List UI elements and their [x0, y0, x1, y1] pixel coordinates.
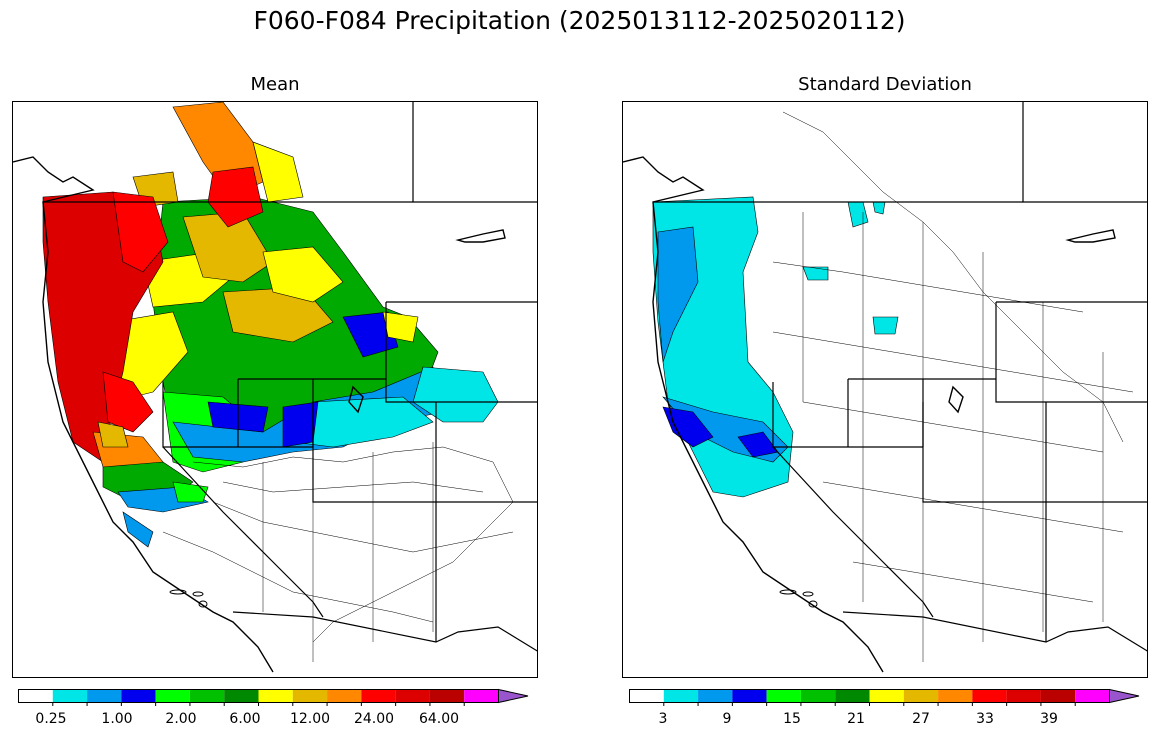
mean-colorbar-cell: [429, 689, 465, 703]
stddev-tick-label: 39: [1040, 711, 1058, 727]
stddev-borders: [653, 102, 1147, 652]
mean-colorbar-cell: [464, 689, 499, 703]
stddev-panel-title: Standard Deviation: [798, 74, 972, 95]
mean-colorbar-cell: [18, 689, 53, 703]
stddev-shading: [652, 196, 899, 498]
mean-tick-label: 2.00: [165, 711, 197, 727]
stddev-colorbar-cell: [732, 689, 767, 703]
mean-lake: [455, 229, 506, 243]
mean-colorbar: [18, 688, 529, 706]
mean-map: [12, 101, 538, 678]
mean-tick-label: 1.00: [101, 711, 133, 727]
stddev-tick-label: 9: [722, 711, 732, 727]
stddev-colorbar-cell: [1006, 689, 1041, 703]
mean-tick-label: 64.00: [418, 711, 460, 727]
stddev-map: [622, 101, 1148, 678]
stddev-colorbar: [629, 688, 1140, 706]
stddev-tick-label: 33: [976, 711, 994, 727]
stddev-tick-label: 21: [847, 711, 865, 727]
stddev-colorbar-cell: [869, 689, 904, 703]
mean-tick-label: 24.00: [353, 711, 395, 727]
stddev-colorbar-cell: [938, 689, 973, 703]
figure-title: F060-F084 Precipitation (2025013112-2025…: [253, 6, 906, 35]
mean-colorbar-cell: [292, 689, 328, 703]
stddev-basin-lines: [772, 111, 1134, 662]
stddev-colorbar-cell: [698, 689, 733, 703]
mean-panel-title: Mean: [250, 74, 300, 95]
mean-colorbar-extend-arrow: [498, 688, 529, 704]
stddev-colorbar-cell: [1075, 689, 1110, 703]
mean-colorbar-cell: [121, 689, 156, 703]
mean-basin-lines: [162, 442, 514, 662]
mean-precip-shading: [42, 102, 499, 548]
stddev-colorbar-cell: [972, 689, 1007, 703]
stddev-lake: [1065, 229, 1116, 243]
stddev-coastline: [623, 156, 884, 673]
mean-tick-label: 0.25: [35, 711, 67, 727]
mean-colorbar-cell: [361, 689, 396, 703]
stddev-colorbar-cell: [903, 689, 939, 703]
stddev-tick-label: 15: [783, 711, 801, 727]
mean-tick-label: 6.00: [229, 711, 261, 727]
mean-colorbar-cell: [395, 689, 430, 703]
stddev-tick-label: 27: [912, 711, 930, 727]
stddev-colorbar-cell: [766, 689, 801, 703]
stddev-colorbar-cell: [663, 689, 699, 703]
stddev-colorbar-cell: [1040, 689, 1076, 703]
mean-colorbar-cell: [327, 689, 362, 703]
stddev-colorbar-cell: [800, 689, 836, 703]
mean-coastline: [13, 156, 274, 673]
mean-colorbar-cell: [224, 689, 259, 703]
mean-colorbar-cell: [258, 689, 293, 703]
mean-colorbar-cell: [189, 689, 225, 703]
mean-borders: [43, 102, 537, 652]
mean-tick-label: 12.00: [289, 711, 331, 727]
stddev-colorbar-extend-arrow: [1109, 688, 1140, 704]
stddev-tick-label: 3: [658, 711, 668, 727]
stddev-colorbar-cell: [629, 689, 664, 703]
mean-colorbar-cell: [155, 689, 190, 703]
mean-colorbar-cell: [87, 689, 122, 703]
mean-colorbar-cell: [52, 689, 88, 703]
stddev-colorbar-cell: [835, 689, 870, 703]
